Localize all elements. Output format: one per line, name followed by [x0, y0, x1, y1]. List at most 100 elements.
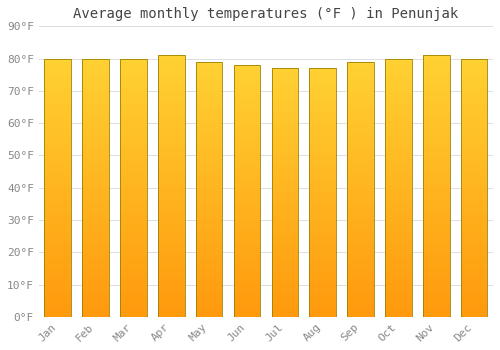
- Bar: [120, 202, 146, 203]
- Bar: [423, 296, 450, 297]
- Bar: [385, 228, 411, 229]
- Bar: [272, 123, 298, 124]
- Bar: [196, 89, 222, 90]
- Bar: [120, 244, 146, 246]
- Bar: [82, 118, 109, 119]
- Bar: [158, 152, 184, 153]
- Bar: [461, 181, 487, 182]
- Bar: [461, 111, 487, 113]
- Bar: [310, 181, 336, 183]
- Bar: [310, 150, 336, 152]
- Bar: [196, 85, 222, 86]
- Bar: [423, 89, 450, 91]
- Bar: [234, 255, 260, 256]
- Bar: [158, 110, 184, 112]
- Bar: [120, 169, 146, 171]
- Bar: [385, 162, 411, 163]
- Bar: [385, 87, 411, 88]
- Bar: [348, 189, 374, 190]
- Bar: [348, 258, 374, 259]
- Bar: [44, 126, 71, 127]
- Bar: [423, 250, 450, 251]
- Bar: [310, 152, 336, 153]
- Bar: [461, 282, 487, 283]
- Bar: [272, 314, 298, 316]
- Bar: [348, 180, 374, 182]
- Bar: [120, 168, 146, 170]
- Bar: [272, 196, 298, 197]
- Bar: [423, 138, 450, 139]
- Bar: [234, 134, 260, 135]
- Bar: [385, 261, 411, 262]
- Bar: [385, 182, 411, 184]
- Bar: [158, 176, 184, 177]
- Bar: [158, 292, 184, 293]
- Bar: [348, 272, 374, 273]
- Bar: [348, 210, 374, 211]
- Bar: [385, 255, 411, 256]
- Bar: [158, 191, 184, 193]
- Bar: [196, 120, 222, 122]
- Bar: [120, 172, 146, 174]
- Bar: [196, 146, 222, 147]
- Bar: [82, 242, 109, 243]
- Bar: [82, 259, 109, 260]
- Bar: [82, 248, 109, 250]
- Bar: [158, 151, 184, 152]
- Bar: [120, 219, 146, 220]
- Bar: [44, 248, 71, 250]
- Bar: [44, 204, 71, 206]
- Bar: [348, 313, 374, 314]
- Bar: [44, 189, 71, 190]
- Bar: [461, 84, 487, 86]
- Bar: [120, 237, 146, 238]
- Bar: [423, 156, 450, 157]
- Bar: [44, 172, 71, 174]
- Bar: [158, 308, 184, 309]
- Bar: [272, 263, 298, 265]
- Bar: [196, 104, 222, 105]
- Bar: [234, 120, 260, 122]
- Bar: [423, 310, 450, 312]
- Bar: [385, 159, 411, 161]
- Bar: [348, 77, 374, 78]
- Bar: [423, 281, 450, 283]
- Bar: [423, 178, 450, 180]
- Bar: [423, 68, 450, 70]
- Bar: [44, 190, 71, 191]
- Bar: [44, 309, 71, 310]
- Bar: [348, 150, 374, 151]
- Bar: [461, 80, 487, 82]
- Bar: [120, 186, 146, 188]
- Bar: [461, 287, 487, 288]
- Bar: [234, 80, 260, 82]
- Bar: [196, 103, 222, 104]
- Bar: [272, 96, 298, 97]
- Bar: [461, 182, 487, 184]
- Bar: [272, 118, 298, 119]
- Bar: [423, 251, 450, 253]
- Bar: [461, 305, 487, 307]
- Bar: [423, 265, 450, 266]
- Bar: [272, 73, 298, 75]
- Bar: [196, 217, 222, 219]
- Bar: [44, 233, 71, 234]
- Bar: [423, 88, 450, 89]
- Bar: [158, 168, 184, 169]
- Bar: [310, 128, 336, 129]
- Bar: [423, 234, 450, 236]
- Bar: [158, 268, 184, 270]
- Bar: [44, 234, 71, 236]
- Bar: [461, 272, 487, 273]
- Bar: [272, 222, 298, 224]
- Bar: [196, 203, 222, 205]
- Bar: [272, 150, 298, 152]
- Bar: [196, 214, 222, 215]
- Bar: [423, 233, 450, 235]
- Bar: [196, 315, 222, 317]
- Bar: [158, 221, 184, 223]
- Bar: [423, 116, 450, 117]
- Bar: [423, 196, 450, 198]
- Bar: [310, 273, 336, 274]
- Bar: [196, 265, 222, 266]
